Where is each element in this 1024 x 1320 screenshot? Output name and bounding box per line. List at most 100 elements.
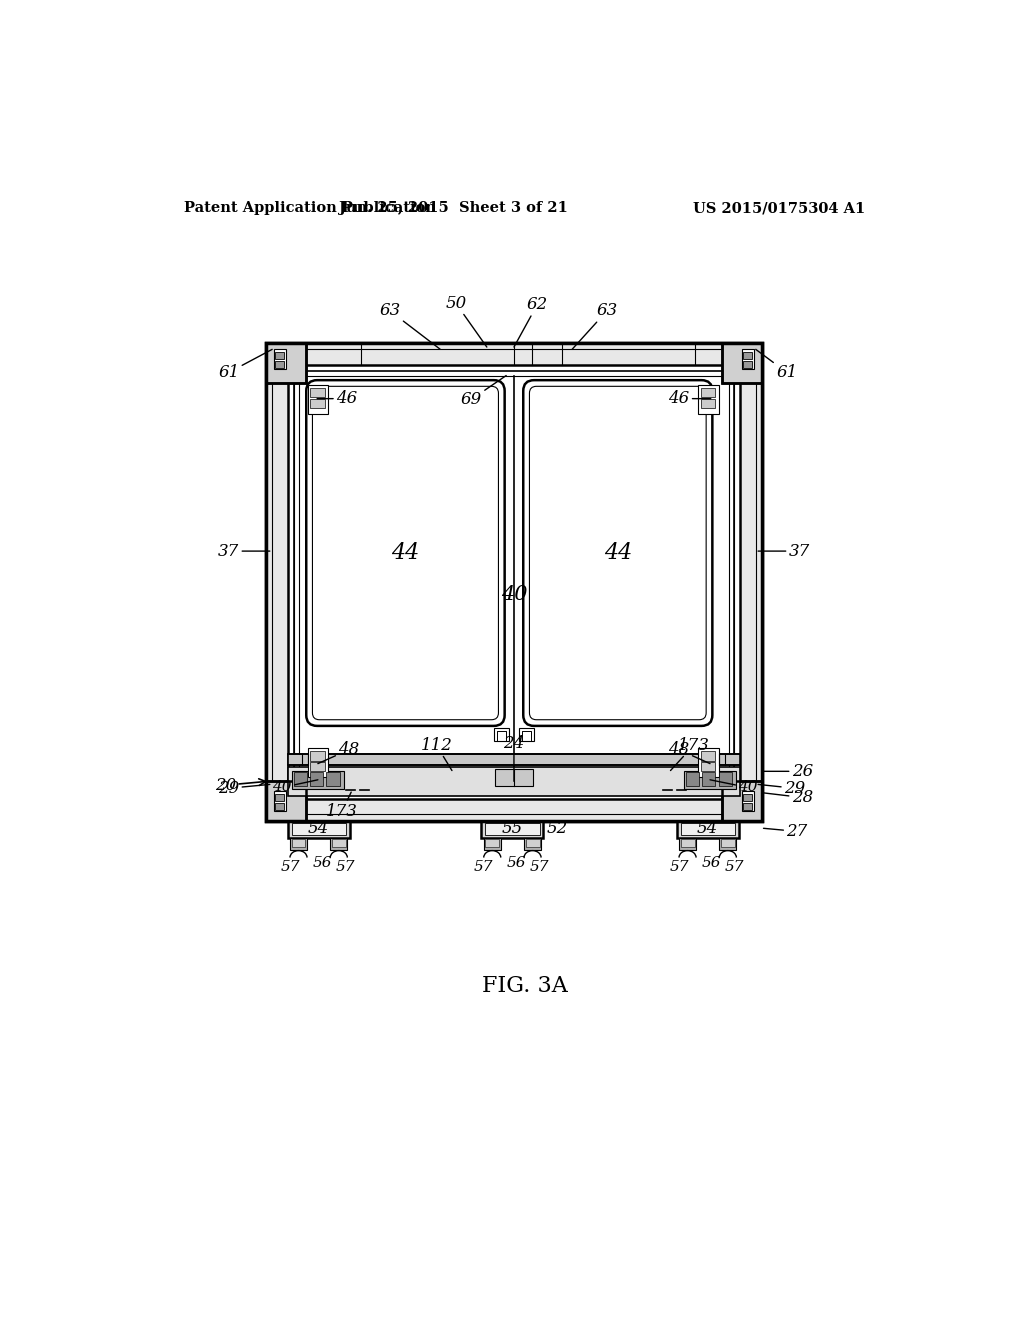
- Bar: [332, 840, 346, 847]
- Bar: [266, 780, 306, 821]
- Bar: [485, 822, 540, 836]
- Bar: [494, 729, 509, 741]
- Text: 46: 46: [669, 391, 711, 407]
- Text: 173: 173: [671, 737, 710, 771]
- Text: 57: 57: [474, 859, 494, 874]
- Text: 27: 27: [764, 822, 808, 840]
- Bar: [308, 385, 328, 414]
- Bar: [524, 837, 541, 850]
- Bar: [741, 350, 755, 370]
- Bar: [292, 840, 305, 847]
- Bar: [495, 770, 534, 785]
- Text: 54: 54: [697, 820, 718, 837]
- Bar: [700, 399, 716, 408]
- Text: 40: 40: [272, 780, 317, 795]
- Bar: [684, 771, 736, 789]
- Bar: [741, 792, 755, 812]
- Text: 57: 57: [281, 859, 300, 874]
- Text: 50: 50: [445, 294, 486, 347]
- Bar: [518, 729, 535, 741]
- Bar: [681, 840, 694, 847]
- Bar: [266, 799, 762, 821]
- Bar: [266, 343, 306, 383]
- Text: 57: 57: [670, 859, 689, 874]
- Text: 61: 61: [756, 350, 798, 381]
- Text: 56: 56: [507, 855, 526, 870]
- Bar: [292, 771, 344, 789]
- Bar: [310, 772, 324, 785]
- Bar: [288, 821, 349, 838]
- Text: 57: 57: [725, 859, 744, 874]
- Text: 56: 56: [701, 855, 721, 870]
- Bar: [700, 762, 716, 771]
- Text: 37: 37: [218, 543, 270, 560]
- Bar: [275, 360, 284, 368]
- Bar: [483, 837, 501, 850]
- Text: 62: 62: [514, 296, 548, 347]
- Text: 54: 54: [308, 820, 330, 837]
- Text: 24: 24: [504, 735, 524, 781]
- Bar: [310, 388, 325, 397]
- Bar: [310, 751, 325, 760]
- Bar: [310, 762, 325, 771]
- Bar: [722, 343, 762, 383]
- Text: 173: 173: [326, 792, 357, 820]
- Bar: [275, 803, 284, 809]
- Bar: [485, 840, 500, 847]
- FancyBboxPatch shape: [312, 387, 499, 719]
- Bar: [266, 343, 288, 821]
- Bar: [677, 821, 738, 838]
- Bar: [266, 343, 762, 821]
- Text: US 2015/0175304 A1: US 2015/0175304 A1: [693, 202, 865, 215]
- Text: 37: 37: [758, 543, 810, 560]
- Bar: [686, 772, 699, 785]
- Bar: [722, 780, 762, 821]
- Bar: [308, 748, 328, 777]
- Bar: [266, 343, 762, 364]
- Bar: [299, 376, 729, 788]
- Bar: [273, 792, 286, 812]
- Bar: [700, 751, 716, 760]
- Bar: [481, 821, 544, 838]
- FancyBboxPatch shape: [523, 380, 713, 726]
- Bar: [719, 772, 732, 785]
- Bar: [290, 837, 307, 850]
- Bar: [266, 343, 762, 821]
- Bar: [273, 350, 286, 370]
- Bar: [266, 780, 306, 821]
- FancyBboxPatch shape: [529, 387, 707, 719]
- Bar: [743, 351, 752, 359]
- Bar: [740, 343, 762, 821]
- Bar: [525, 840, 540, 847]
- Bar: [331, 837, 347, 850]
- Bar: [275, 351, 284, 359]
- Text: 29: 29: [218, 780, 270, 797]
- Bar: [275, 793, 284, 800]
- FancyBboxPatch shape: [306, 380, 505, 726]
- Text: 69: 69: [461, 376, 506, 408]
- Bar: [721, 840, 735, 847]
- Text: 48: 48: [317, 742, 359, 763]
- Text: 63: 63: [572, 302, 617, 350]
- Bar: [698, 748, 719, 777]
- Text: 55: 55: [502, 820, 523, 837]
- Text: 40: 40: [501, 586, 527, 605]
- Bar: [702, 772, 716, 785]
- Text: 40: 40: [710, 780, 758, 795]
- Text: 28: 28: [764, 789, 813, 807]
- Bar: [266, 343, 306, 383]
- Text: 44: 44: [391, 541, 420, 564]
- Text: 61: 61: [218, 350, 272, 381]
- Text: 57: 57: [529, 859, 549, 874]
- Text: 52: 52: [547, 820, 568, 837]
- Bar: [327, 772, 340, 785]
- Text: 29: 29: [758, 780, 805, 797]
- Bar: [310, 399, 325, 408]
- Bar: [700, 388, 716, 397]
- Bar: [722, 343, 762, 383]
- Bar: [681, 822, 735, 836]
- Bar: [288, 767, 740, 796]
- Text: 56: 56: [312, 855, 332, 870]
- Text: FIG. 3A: FIG. 3A: [482, 975, 567, 997]
- Bar: [743, 360, 752, 368]
